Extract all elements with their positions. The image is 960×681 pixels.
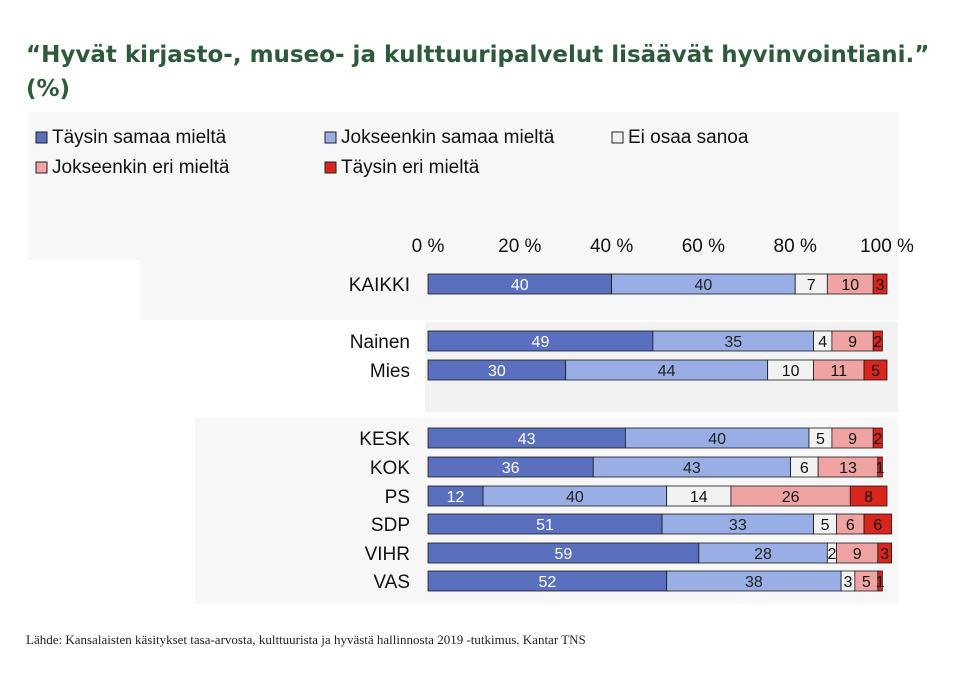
data-label: 40 <box>566 489 584 506</box>
x-tick-label: 20 % <box>498 236 541 257</box>
data-label: 3 <box>844 574 853 591</box>
data-label: 12 <box>447 489 465 506</box>
category-label: VAS <box>373 572 410 593</box>
data-label: 43 <box>683 460 701 477</box>
data-label: 6 <box>873 517 882 534</box>
x-tick-label: 60 % <box>682 236 725 257</box>
data-label: 2 <box>873 334 882 351</box>
legend-panel <box>28 112 898 260</box>
data-label: 51 <box>536 517 554 534</box>
data-label: 2 <box>873 431 882 448</box>
data-label: 59 <box>555 546 573 563</box>
category-label: VIHR <box>365 544 410 565</box>
data-label: 10 <box>841 277 859 294</box>
legend-swatch <box>324 161 337 174</box>
bar-segment <box>863 359 888 381</box>
x-tick-label: 40 % <box>590 236 633 257</box>
data-label: 9 <box>853 546 862 563</box>
data-label: 3 <box>876 277 885 294</box>
data-label: 38 <box>745 574 763 591</box>
data-label: 9 <box>848 334 857 351</box>
bar-segment <box>877 542 892 564</box>
bar-segment <box>872 330 883 352</box>
data-label: 36 <box>502 460 520 477</box>
data-label: 1 <box>876 460 885 477</box>
bar-segment <box>877 570 883 592</box>
category-label: SDP <box>371 515 410 536</box>
data-label: 3 <box>880 546 889 563</box>
legend-label: Täysin samaa mieltä <box>52 127 227 148</box>
category-label: Mies <box>370 361 410 382</box>
legend-swatch <box>324 131 337 144</box>
data-label: 13 <box>839 460 857 477</box>
data-label: 28 <box>754 546 772 563</box>
legend-swatch <box>35 161 48 174</box>
x-axis: 0 % 20 % 40 % 60 % 80 % 100 % <box>412 236 914 257</box>
data-label: 44 <box>658 363 676 380</box>
legend-label: Jokseenkin eri mieltä <box>52 157 230 178</box>
x-tick-label: 100 % <box>860 236 914 257</box>
category-label: Nainen <box>350 332 410 353</box>
data-label: 5 <box>821 517 830 534</box>
bar-segment <box>872 273 888 295</box>
data-label: 40 <box>511 277 529 294</box>
category-label: KAIKKI <box>349 275 410 296</box>
data-label: 4 <box>818 334 827 351</box>
category-label: KESK <box>359 429 410 450</box>
data-label: 10 <box>782 363 800 380</box>
bar-segment <box>877 456 883 478</box>
data-label: 9 <box>848 431 857 448</box>
bar-segment <box>849 485 888 507</box>
data-label: 52 <box>538 574 556 591</box>
legend-label: Täysin eri mieltä <box>341 157 480 178</box>
data-label: 8 <box>864 489 873 506</box>
source-note: Lähde: Kansalaisten käsitykset tasa-arvo… <box>26 632 586 647</box>
legend-swatch <box>611 131 624 144</box>
data-label: 40 <box>708 431 726 448</box>
x-tick-label: 0 % <box>412 236 445 257</box>
legend-label: Ei osaa sanoa <box>628 127 749 148</box>
data-label: 49 <box>532 334 550 351</box>
data-label: 1 <box>876 574 885 591</box>
legend-swatch <box>35 131 48 144</box>
data-label: 5 <box>862 574 871 591</box>
data-label: 5 <box>871 363 880 380</box>
bar-segment <box>863 513 892 535</box>
data-label: 6 <box>846 517 855 534</box>
data-label: 26 <box>782 489 800 506</box>
data-label: 14 <box>690 489 708 506</box>
x-tick-label: 80 % <box>774 236 817 257</box>
data-label: 33 <box>729 517 747 534</box>
data-label: 35 <box>724 334 742 351</box>
data-label: 7 <box>807 277 816 294</box>
category-label: KOK <box>370 458 410 479</box>
data-label: 5 <box>816 431 825 448</box>
data-label: 6 <box>800 460 809 477</box>
data-label: 40 <box>695 277 713 294</box>
data-label: 11 <box>831 363 848 380</box>
bar-segment <box>872 427 883 449</box>
chart-title: “Hyvät kirjasto-, museo- ja kulttuuripal… <box>26 42 930 102</box>
data-label: 2 <box>827 546 836 563</box>
category-label: PS <box>385 487 410 508</box>
legend-label: Jokseenkin samaa mieltä <box>341 127 555 148</box>
data-label: 30 <box>488 363 506 380</box>
data-label: 43 <box>518 431 536 448</box>
legend: Täysin samaa mieltä Jokseenkin samaa miel… <box>35 127 749 178</box>
